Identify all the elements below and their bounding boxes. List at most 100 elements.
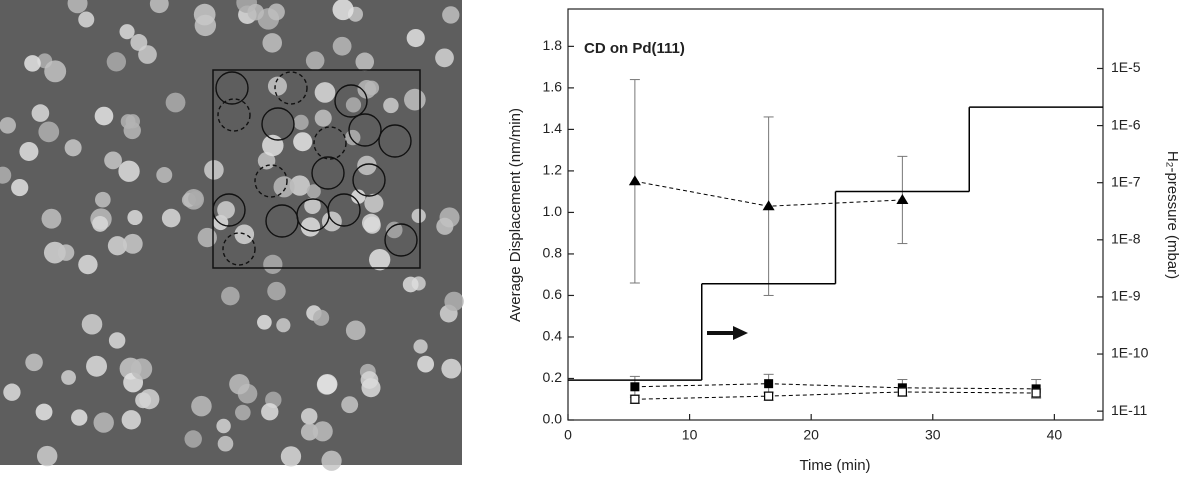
blob [108, 332, 126, 349]
marker [630, 394, 640, 404]
blob [267, 76, 287, 96]
blob [19, 141, 39, 161]
blob [118, 160, 140, 182]
blob [332, 36, 352, 56]
blob [413, 339, 428, 354]
stm-image [0, 0, 464, 471]
marker [762, 200, 775, 211]
y2-tick-label: 1E-8 [1111, 231, 1141, 247]
blob [217, 435, 234, 452]
blob [104, 151, 122, 170]
blob [119, 24, 135, 40]
blob [411, 208, 426, 224]
blob [262, 33, 282, 53]
blob [300, 217, 321, 237]
blob [317, 374, 338, 395]
y-tick-label: 1.8 [543, 37, 563, 53]
blob [280, 446, 302, 467]
blob [120, 114, 136, 129]
blob [94, 106, 114, 126]
blob [161, 208, 181, 228]
blob [57, 244, 75, 261]
y-tick-label: 1.6 [543, 79, 563, 95]
series-line [634, 391, 1037, 400]
blob [289, 175, 311, 196]
blob [122, 233, 143, 254]
blob [383, 97, 399, 114]
blob [355, 52, 375, 72]
selection-box [212, 69, 421, 269]
blob [363, 216, 381, 234]
blob [0, 117, 16, 134]
blob [3, 383, 21, 401]
blob [404, 88, 426, 111]
blob [44, 60, 67, 83]
blob [35, 403, 53, 421]
blob [442, 6, 460, 24]
blob [86, 355, 108, 377]
blob [385, 221, 403, 239]
y-tick-label: 0.8 [543, 245, 563, 261]
blob [191, 395, 212, 417]
blob [364, 193, 384, 213]
blob [156, 167, 173, 184]
blob [441, 358, 462, 379]
blob [139, 388, 160, 410]
blob [36, 445, 58, 467]
blob [229, 373, 250, 395]
blob [24, 55, 41, 72]
x-tick-label: 30 [925, 427, 941, 443]
y-tick-label: 0.6 [543, 286, 563, 302]
blob [304, 197, 321, 215]
blob [261, 403, 279, 421]
blob [345, 320, 366, 341]
blob [78, 254, 98, 275]
blobs [0, 0, 464, 471]
y-tick-label: 0.2 [543, 369, 563, 385]
blob [130, 358, 153, 380]
blob [61, 370, 76, 385]
x-axis-label: Time (min) [799, 457, 870, 474]
blob [197, 227, 217, 248]
blob [263, 254, 283, 275]
blob [345, 97, 362, 113]
blob [273, 176, 295, 198]
x-tick-label: 10 [682, 427, 698, 443]
y2-tick-label: 1E-11 [1111, 402, 1148, 418]
y-tick-label: 1.0 [543, 203, 563, 219]
blob [121, 410, 141, 430]
blob [41, 208, 62, 229]
blob [221, 286, 240, 306]
blob [402, 276, 419, 293]
blob [81, 313, 103, 335]
blob [217, 201, 235, 219]
blob [235, 404, 251, 421]
blob [406, 28, 425, 48]
blob [107, 236, 128, 256]
blob [312, 421, 333, 442]
blob [93, 412, 114, 433]
marker [896, 193, 909, 204]
y2-tick-label: 1E-6 [1111, 116, 1141, 132]
blob [306, 184, 321, 199]
blob [357, 155, 377, 176]
blob [314, 109, 332, 127]
blob [92, 215, 109, 232]
blob [0, 166, 12, 184]
y2-axis-label: H₂-pressure (mbar) [1164, 151, 1181, 279]
y-tick-label: 1.4 [543, 120, 563, 136]
blob [216, 418, 231, 434]
y2-tick-label: 1E-7 [1111, 173, 1141, 189]
tracked-circles [212, 71, 418, 257]
blob [204, 160, 224, 180]
chart-title: CD on Pd(111) [584, 40, 685, 57]
blob [305, 51, 325, 70]
blob [345, 129, 361, 146]
blob [213, 215, 229, 231]
blob [300, 408, 318, 425]
blob [341, 396, 359, 414]
blob [71, 409, 88, 426]
blob [64, 139, 82, 157]
blob [67, 0, 88, 14]
